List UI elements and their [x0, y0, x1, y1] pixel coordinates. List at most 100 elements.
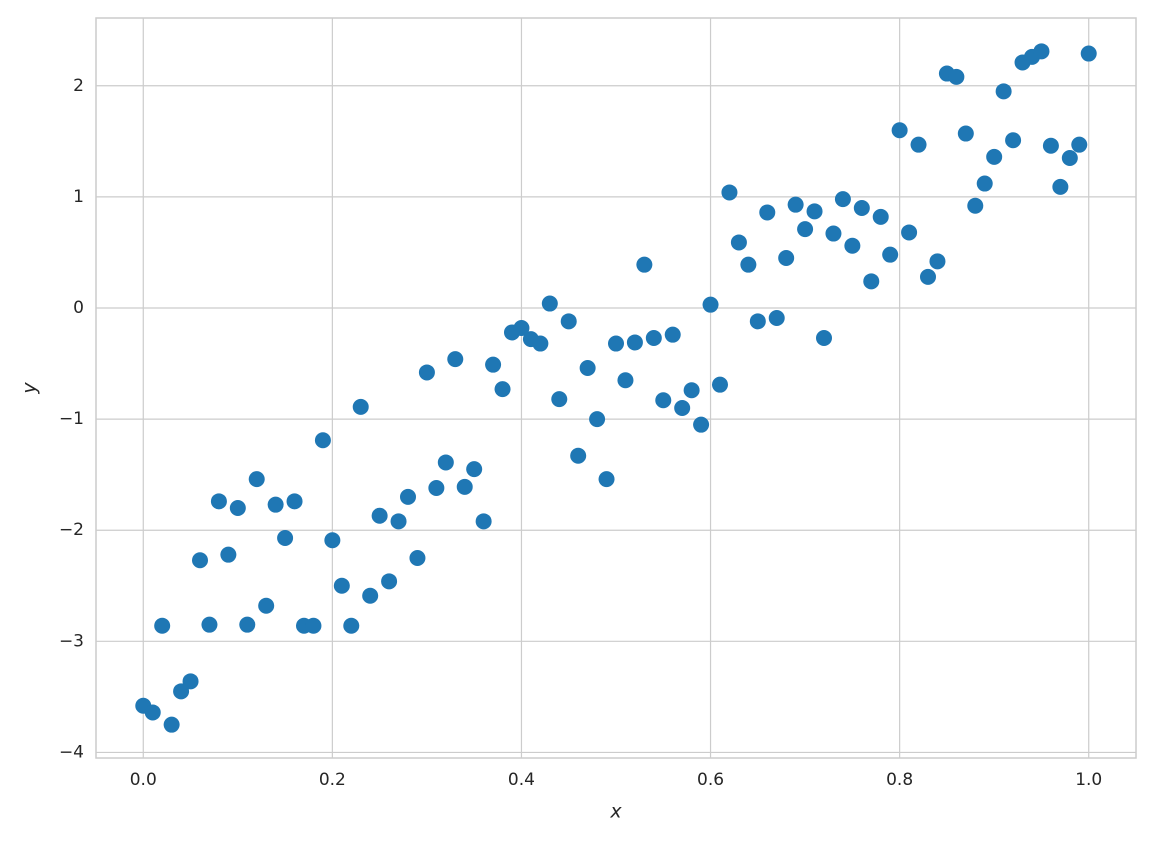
point [494, 381, 511, 398]
x-tick-label: 1.0 [1075, 770, 1102, 790]
point [1071, 136, 1088, 153]
point [447, 351, 464, 368]
point [248, 471, 265, 488]
point [324, 532, 341, 549]
point [929, 253, 946, 270]
point [485, 356, 502, 373]
y-tick-label: −1 [59, 409, 84, 429]
point [721, 184, 738, 201]
point [863, 273, 880, 290]
point [343, 617, 360, 634]
point [589, 411, 606, 428]
point [712, 376, 728, 393]
point [626, 334, 643, 351]
point [305, 617, 322, 634]
point [872, 208, 889, 225]
point [144, 704, 161, 721]
point [749, 313, 766, 330]
point [541, 295, 558, 312]
point [636, 256, 653, 273]
x-tick-label: 0.4 [508, 770, 535, 790]
point [948, 68, 965, 85]
y-axis-label: y [19, 382, 41, 395]
point [220, 546, 237, 563]
point [163, 716, 180, 733]
y-tick-label: 1 [73, 187, 84, 207]
point [560, 313, 577, 330]
point [1033, 43, 1050, 60]
point [409, 550, 426, 566]
point [617, 372, 634, 389]
point [551, 391, 568, 408]
point [816, 330, 832, 346]
point [192, 552, 208, 569]
point [437, 454, 454, 471]
point [286, 493, 303, 510]
y-tick-label: −4 [59, 742, 84, 762]
point [976, 175, 993, 192]
point [882, 246, 899, 263]
point [277, 530, 294, 546]
point [267, 496, 284, 513]
point [466, 461, 483, 478]
point [400, 488, 416, 505]
point [730, 234, 747, 251]
point [853, 200, 870, 216]
point [825, 225, 842, 242]
x-axis-label: x [609, 801, 622, 823]
point [475, 513, 492, 530]
point [456, 478, 473, 495]
point [655, 392, 672, 409]
point [797, 221, 814, 238]
point [778, 250, 795, 266]
point [608, 335, 624, 352]
point [182, 673, 199, 690]
point [579, 360, 596, 376]
point [390, 513, 407, 530]
point [418, 364, 435, 381]
x-tick-label: 0.2 [319, 770, 346, 790]
point [806, 203, 823, 220]
point [154, 617, 171, 634]
point [362, 587, 379, 604]
point [957, 125, 974, 142]
point [229, 500, 246, 516]
point [258, 597, 275, 614]
point [210, 493, 227, 510]
point [314, 432, 331, 449]
point [1042, 137, 1059, 154]
point [532, 335, 549, 352]
point [759, 204, 776, 221]
x-tick-label: 0.8 [886, 770, 913, 790]
y-tick-label: −3 [59, 631, 84, 651]
point [683, 382, 700, 399]
point [844, 237, 861, 254]
point [371, 507, 388, 524]
point [239, 616, 256, 633]
point [740, 256, 757, 273]
point [513, 320, 530, 336]
point [967, 197, 984, 214]
point [1061, 150, 1078, 166]
point [664, 326, 681, 343]
point [693, 416, 710, 433]
y-tick-label: 0 [73, 298, 84, 318]
plot-frame [95, 17, 1137, 759]
point [995, 83, 1012, 100]
point [352, 398, 369, 415]
point [787, 196, 804, 213]
point [1080, 45, 1097, 62]
point [173, 683, 190, 700]
point [674, 400, 691, 416]
point [645, 330, 662, 346]
point [891, 122, 908, 139]
y-tick-label: −2 [59, 520, 84, 540]
point [702, 296, 719, 313]
y-tick-label: 2 [73, 76, 84, 96]
point [986, 148, 1003, 165]
point [381, 573, 398, 590]
point [901, 224, 918, 241]
point [910, 136, 927, 153]
point [1052, 178, 1069, 195]
